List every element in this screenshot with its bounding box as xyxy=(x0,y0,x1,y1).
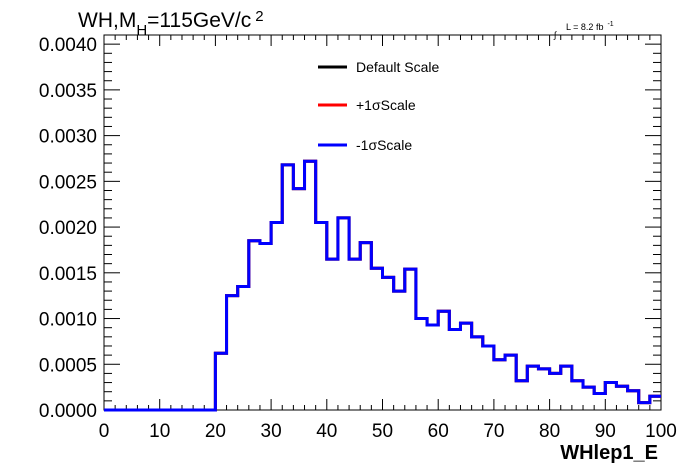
y-tick-label: 0.0010 xyxy=(39,310,97,331)
legend-entry: -1σScale xyxy=(356,137,412,153)
title-main-text: WH,M xyxy=(78,9,136,32)
title-main-text-2: =115GeV/c xyxy=(147,9,251,32)
series-layer xyxy=(104,159,661,412)
y-tick-label: 0.0030 xyxy=(39,127,97,148)
lumi-superscript: -1 xyxy=(607,21,613,28)
lumi-label: L = 8.2 fb -1 xyxy=(566,21,614,32)
x-tick-label: 90 xyxy=(595,421,616,442)
title-subscript: H xyxy=(136,22,147,39)
chart-title: WH,MH=115GeV/c 2 xyxy=(78,8,264,39)
y-tick-label: 0.0000 xyxy=(39,401,97,422)
x-tick-label: 40 xyxy=(316,421,337,442)
title-superscript: 2 xyxy=(255,8,263,25)
y-tick-label: 0.0025 xyxy=(39,172,97,193)
y-tick-label: 0.0015 xyxy=(39,264,97,285)
y-tick-label: 0.0040 xyxy=(39,35,97,56)
x-tick-label: 60 xyxy=(428,421,449,442)
series-line-1 xyxy=(104,159,661,412)
lumi-integral-icon: ∫ xyxy=(553,30,558,40)
legend: Default Scale +1σScale -1σScale xyxy=(318,59,439,153)
x-tick-label: 30 xyxy=(261,421,282,442)
legend-entry: +1σScale xyxy=(356,97,416,113)
lumi-text: L = 8.2 fb xyxy=(566,22,603,32)
plot-frame xyxy=(103,34,662,411)
y-tick-label: 0.0005 xyxy=(39,355,97,376)
x-tick-label: 100 xyxy=(645,421,677,442)
x-tick-label: 50 xyxy=(372,421,393,442)
x-tick-label: 80 xyxy=(539,421,560,442)
legend-entry: Default Scale xyxy=(356,59,439,75)
y-tick-label: 0.0035 xyxy=(39,81,97,102)
axis-ticks xyxy=(103,34,662,411)
x-tick-label: 70 xyxy=(483,421,504,442)
x-tick-label: 0 xyxy=(99,421,110,442)
x-tick-label: 20 xyxy=(205,421,226,442)
series-line-0 xyxy=(104,159,661,412)
tick-labels: 0 10 20 30 40 50 60 70 80 90 100 0.0000 0.0005 0.0010… xyxy=(39,35,677,442)
x-tick-label: 10 xyxy=(149,421,170,442)
series-line-2 xyxy=(104,159,661,412)
y-tick-label: 0.0020 xyxy=(39,218,97,239)
x-axis-label: WHlep1_E xyxy=(560,442,658,464)
